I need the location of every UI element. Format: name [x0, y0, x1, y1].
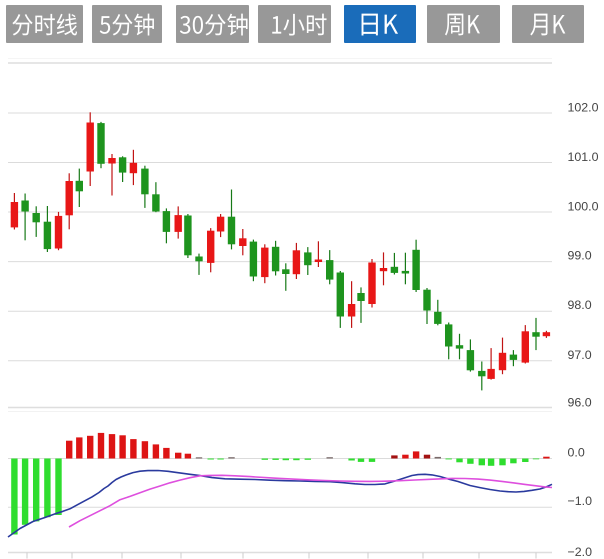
svg-text:102.0: 102.0 [568, 101, 599, 115]
svg-text:100.0: 100.0 [568, 199, 599, 213]
svg-text:0.0: 0.0 [568, 446, 585, 460]
svg-text:−2.0: −2.0 [568, 545, 593, 559]
svg-text:97.0: 97.0 [568, 348, 592, 362]
svg-text:101.0: 101.0 [568, 150, 599, 164]
svg-text:−1.0: −1.0 [568, 494, 593, 508]
svg-text:99.0: 99.0 [568, 249, 592, 263]
svg-text:96.0: 96.0 [568, 396, 592, 410]
svg-text:98.0: 98.0 [568, 298, 592, 312]
